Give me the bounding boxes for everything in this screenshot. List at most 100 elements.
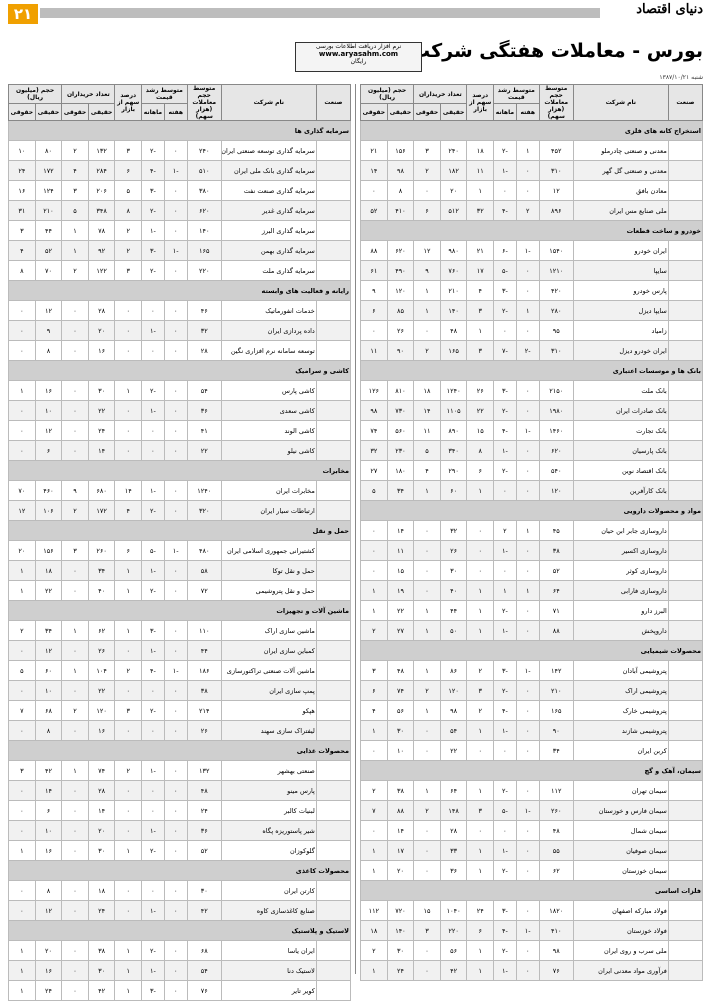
number-cell: ۰ <box>61 420 89 441</box>
number-cell: ۲ <box>360 940 388 961</box>
company-name: کربن ایران <box>572 740 669 761</box>
number-cell: ۰ <box>515 620 540 641</box>
number-cell: ۲۲ <box>439 740 468 761</box>
number-cell: ۳۳ <box>439 840 468 861</box>
number-cell: ۷۴ <box>360 420 388 441</box>
number-cell: ۱ <box>466 180 495 201</box>
number-cell: -۴ <box>493 200 517 221</box>
number-cell: ۰ <box>141 680 165 701</box>
number-cell: ۰ <box>61 320 89 341</box>
number-cell: ۰ <box>61 720 89 741</box>
column-header: حجم (میلیون ریال) <box>359 83 415 105</box>
data-row: لاستیک دنا ۵۴ ۰ -۱ ۱ ۳۰ ۰ ۱۶ ۱ <box>8 960 352 981</box>
industry-cell <box>315 300 352 321</box>
header-row: صنعت نام شرکت متوسط حجم معاملات (هزار سهم)… <box>7 83 352 121</box>
number-cell: ۱۹ <box>386 580 415 601</box>
number-cell: ۶ <box>114 160 143 181</box>
number-cell: -۳ <box>493 660 517 681</box>
number-cell: ۲۸ <box>87 300 116 321</box>
company-name: ماشین آلات صنعتی تراکتورسازی <box>220 660 317 681</box>
data-row: سایپا ۱۲۱۰ ۰ -۵ ۱۷ ۷۶۰ ۹ ۴۹۰ ۶۱ <box>360 260 704 281</box>
number-cell: ۴۴ <box>439 600 468 621</box>
column-subheader: حقیقی <box>34 103 63 121</box>
industry-cell <box>667 420 704 441</box>
number-cell: -۵ <box>493 800 517 821</box>
number-cell: ۴۸ <box>386 660 415 681</box>
number-cell: ۲۴۰ <box>186 140 222 161</box>
number-cell: -۲ <box>141 200 165 221</box>
number-cell: ۴ <box>413 460 441 481</box>
number-cell: -۱ <box>515 420 540 441</box>
number-cell: ۱۷ <box>466 260 495 281</box>
company-name: فرآوری مواد معدنی ایران <box>572 960 669 981</box>
data-row: داروسازی اکسیر ۳۸ ۰ -۱ ۰ ۲۶ ۰ ۱۱ ۰ <box>360 540 704 561</box>
number-cell: ۲ <box>114 760 143 781</box>
number-cell: ۶۲۰ <box>538 440 574 461</box>
data-row: فولاد مبارکه اصفهان ۱۸۲۰ ۰ -۳ ۲۴ ۱۰۴۰ ۱۵ ۷۲۰ ۱۱۲ <box>360 900 704 921</box>
number-cell: ۰ <box>413 180 441 201</box>
number-cell: ۹۵ <box>538 320 574 341</box>
number-cell: ۰ <box>163 380 188 401</box>
number-cell: ۱ <box>61 220 89 241</box>
number-cell: ۸۱۰ <box>386 380 415 401</box>
company-name: کاشی نیلو <box>220 440 317 461</box>
number-cell: ۱ <box>61 660 89 681</box>
number-cell: ۳۴ <box>538 740 574 761</box>
number-cell: ۳ <box>466 340 495 361</box>
number-cell: ۲۰ <box>87 820 116 841</box>
number-cell: ۰ <box>114 820 143 841</box>
number-cell: ۲۷ <box>386 620 415 641</box>
number-cell: ۸ <box>466 440 495 461</box>
number-cell: ۱۰ <box>386 740 415 761</box>
number-cell: ۱ <box>8 580 36 601</box>
number-cell: ۲۶ <box>466 380 495 401</box>
data-row: فولاد خوزستان ۴۱۰ -۱ -۴ ۶ ۲۲۰ ۳ ۱۴۰ ۱۸ <box>360 920 704 941</box>
company-name: ارتباطات سیار ایران <box>220 500 317 521</box>
company-name: سایپا دیزل <box>572 300 669 321</box>
number-cell: -۲ <box>493 680 517 701</box>
number-cell: ۳۶ <box>186 820 222 841</box>
company-name: بانک پارسیان <box>572 440 669 461</box>
group-row: خودرو و ساخت قطعات <box>360 220 703 241</box>
number-cell: -۲ <box>493 460 517 481</box>
number-cell: -۳ <box>141 180 165 201</box>
number-cell: ۲ <box>114 220 143 241</box>
number-cell: ۲۲ <box>466 400 495 421</box>
data-row: گلوکوزان ۵۲ ۰ -۲ ۱ ۳۰ ۰ ۱۶ ۱ <box>8 840 352 861</box>
company-name: سیمان خوزستان <box>572 860 669 881</box>
number-cell: ۱ <box>413 660 441 681</box>
number-cell: -۴ <box>141 660 165 681</box>
number-cell: ۲ <box>360 780 388 801</box>
number-cell: ۳۱۰ <box>538 160 574 181</box>
number-cell: ۲۱۵۰ <box>538 380 574 401</box>
number-cell: ۲ <box>466 700 495 721</box>
number-cell: ۰ <box>163 680 188 701</box>
company-name: کاشی پارس <box>220 380 317 401</box>
data-row: پارس خودرو ۴۲۰ ۰ -۳ ۴ ۲۱۰ ۱ ۱۲۰ ۹ <box>360 280 704 301</box>
number-cell: -۱ <box>163 540 188 561</box>
page-number: ۲۱ <box>8 4 38 24</box>
data-row: خدمات انفورماتیک ۴۶ ۰ ۰ ۰ ۲۸ ۰ ۱۲ ۰ <box>8 300 352 321</box>
number-cell: ۲۸ <box>186 340 222 361</box>
column-header: تعداد خریداران <box>413 83 468 105</box>
company-name: بانک کارآفرین <box>572 480 669 501</box>
number-cell: ۸۰ <box>34 140 63 161</box>
number-cell: -۱ <box>515 800 540 821</box>
number-cell: ۹۸۰ <box>439 240 468 261</box>
number-cell: ۶ <box>466 460 495 481</box>
number-cell: -۱ <box>493 540 517 561</box>
number-cell: ۱ <box>466 940 495 961</box>
data-row: ملی صنایع مس ایران ۸۹۶ ۲ -۴ ۳۲ ۵۱۲ ۶ ۴۱۰ ۵۲ <box>360 200 704 221</box>
number-cell: ۴۱۰ <box>538 920 574 941</box>
number-cell: ۳۲ <box>439 520 468 541</box>
ad-url: www.aryasahm.com <box>318 50 399 58</box>
number-cell: ۰ <box>141 340 165 361</box>
number-cell: ۲۴۰ <box>439 140 468 161</box>
company-name: کویر تایر <box>220 980 317 1001</box>
number-cell: ۵۶۰ <box>386 420 415 441</box>
number-cell: ۱۲ <box>413 240 441 261</box>
number-cell: ۰ <box>163 640 188 661</box>
number-cell: ۶۸ <box>186 940 222 961</box>
top-strip: ۲۱ دنیای اقتصاد <box>0 0 711 30</box>
number-cell: ۰ <box>141 300 165 321</box>
